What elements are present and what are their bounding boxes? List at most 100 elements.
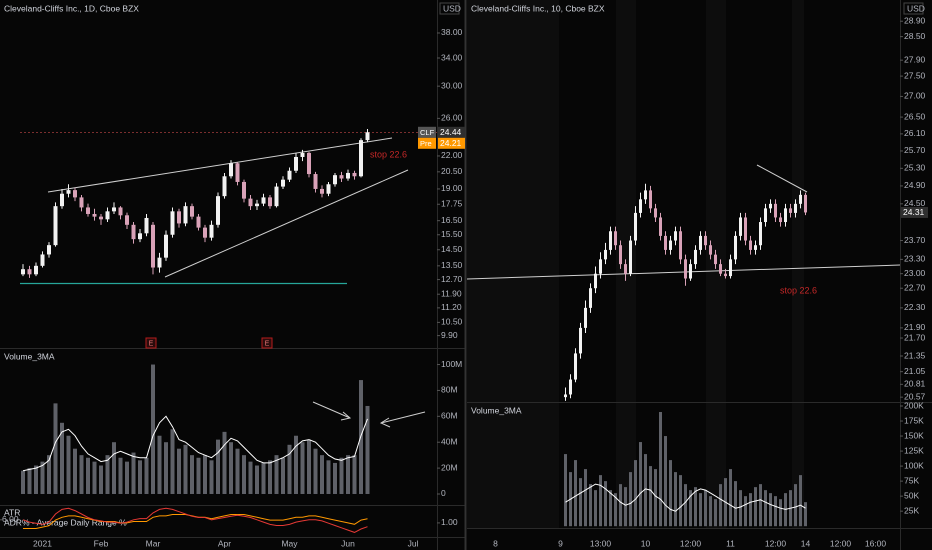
volume-bar bbox=[105, 455, 110, 494]
x-tick-label: 10 bbox=[641, 538, 651, 548]
y-tick-label: 12.70 bbox=[441, 274, 463, 284]
volume-bar bbox=[774, 496, 777, 527]
candle-body bbox=[654, 208, 657, 218]
volume-bar bbox=[679, 475, 682, 527]
price-tag bbox=[438, 126, 465, 138]
candle-body bbox=[242, 181, 246, 199]
candle-body bbox=[719, 264, 722, 274]
volume-bar bbox=[300, 442, 305, 494]
candle-body bbox=[569, 379, 572, 395]
y-tick-label: 20.50 bbox=[441, 166, 463, 176]
volume-bar bbox=[699, 493, 702, 527]
candle-body bbox=[694, 249, 697, 265]
volume-bar bbox=[235, 448, 240, 494]
volume-bar bbox=[40, 461, 45, 494]
candle-body bbox=[274, 186, 279, 207]
event-label: E bbox=[149, 340, 154, 347]
volume-bar bbox=[669, 460, 672, 527]
candle-body bbox=[203, 227, 207, 238]
y-tick-label: 40M bbox=[441, 436, 458, 446]
y-tick-label: 23.00 bbox=[904, 268, 926, 278]
y-tick-label: 23.30 bbox=[904, 254, 926, 264]
volume-bar bbox=[719, 484, 722, 527]
x-tick-label: 11 bbox=[726, 538, 735, 548]
volume-bar bbox=[21, 470, 25, 494]
volume-bar bbox=[604, 481, 607, 527]
volume-bar bbox=[164, 442, 168, 494]
volume-bar bbox=[564, 454, 567, 527]
candle-body bbox=[326, 184, 331, 194]
session-shade bbox=[792, 0, 804, 528]
event-marker bbox=[261, 337, 273, 349]
candle-body bbox=[222, 176, 227, 197]
candle-body bbox=[79, 197, 84, 208]
candle-body bbox=[261, 197, 266, 204]
volume-bar bbox=[190, 455, 194, 494]
candle-body bbox=[300, 152, 305, 157]
currency-box bbox=[903, 2, 924, 15]
x-tick-label: 12:00 bbox=[765, 538, 787, 548]
candle-body bbox=[574, 353, 577, 380]
y-tick-label: 22.70 bbox=[904, 282, 926, 292]
volume-bar bbox=[734, 481, 737, 527]
volume-bar bbox=[764, 490, 767, 527]
candle-body bbox=[131, 224, 136, 240]
arrow-head bbox=[340, 411, 352, 421]
candle-body bbox=[47, 245, 51, 255]
candle-body bbox=[92, 213, 97, 217]
y-tick-label: 11.90 bbox=[441, 288, 462, 298]
trend-line bbox=[164, 169, 409, 278]
volume-bar bbox=[749, 493, 752, 527]
volume-bar bbox=[177, 448, 181, 494]
candle-body bbox=[639, 199, 642, 213]
y-tick-label: 23.70 bbox=[904, 235, 926, 245]
volume-bar bbox=[644, 454, 647, 527]
candle-body bbox=[235, 163, 240, 182]
volume-bar bbox=[287, 444, 292, 494]
y-tick-label: 27.50 bbox=[904, 70, 926, 80]
candle-body bbox=[704, 235, 707, 246]
y-tick-label: 38.00 bbox=[441, 27, 463, 37]
volume-bar bbox=[242, 455, 246, 494]
candle-body bbox=[674, 231, 677, 241]
candle-body bbox=[689, 264, 692, 279]
volume-bar bbox=[307, 439, 311, 494]
candle-body bbox=[105, 211, 110, 220]
candle-body bbox=[729, 259, 732, 277]
volume-bar bbox=[609, 490, 612, 527]
legend-entry: ATR bbox=[4, 507, 20, 517]
candle-body bbox=[190, 206, 194, 217]
x-tick-label: Feb bbox=[94, 538, 109, 548]
volume-bar bbox=[589, 484, 592, 527]
price-tag bbox=[901, 206, 928, 218]
candle-body bbox=[724, 273, 727, 277]
candle-body bbox=[604, 249, 607, 260]
volume-bar bbox=[73, 448, 77, 494]
volume-bar bbox=[333, 462, 337, 494]
volume-bar bbox=[624, 487, 627, 527]
volume-bar bbox=[313, 448, 318, 494]
candle-body bbox=[754, 245, 757, 250]
volume-bar bbox=[804, 502, 807, 527]
volume-bar bbox=[689, 490, 692, 527]
trend-line bbox=[47, 137, 393, 193]
y-tick-label: 75K bbox=[904, 475, 919, 485]
y-tick-label: 14.50 bbox=[441, 244, 463, 254]
volume-bar bbox=[759, 484, 762, 527]
candle-body bbox=[73, 190, 77, 198]
chart-title: Cleveland-Cliffs Inc., 1D, Cboe BZX bbox=[4, 3, 139, 13]
x-tick-label: 12:00 bbox=[830, 538, 852, 548]
x-tick-label: 9 bbox=[558, 538, 563, 548]
y-tick-label: 16.50 bbox=[441, 215, 463, 225]
panel-title: Volume_3MA bbox=[471, 405, 522, 415]
volume-bar bbox=[599, 475, 602, 527]
volume-bar bbox=[659, 412, 662, 527]
candle-body bbox=[27, 269, 32, 275]
y-tick-label: 25K bbox=[904, 505, 919, 515]
y-tick-label: 26.50 bbox=[904, 111, 926, 121]
legend-entry: ADR% - Average Daily Range % bbox=[4, 517, 127, 527]
currency: USD bbox=[443, 3, 461, 13]
candle-body bbox=[594, 273, 597, 289]
y-tick-label: 80M bbox=[441, 385, 458, 395]
